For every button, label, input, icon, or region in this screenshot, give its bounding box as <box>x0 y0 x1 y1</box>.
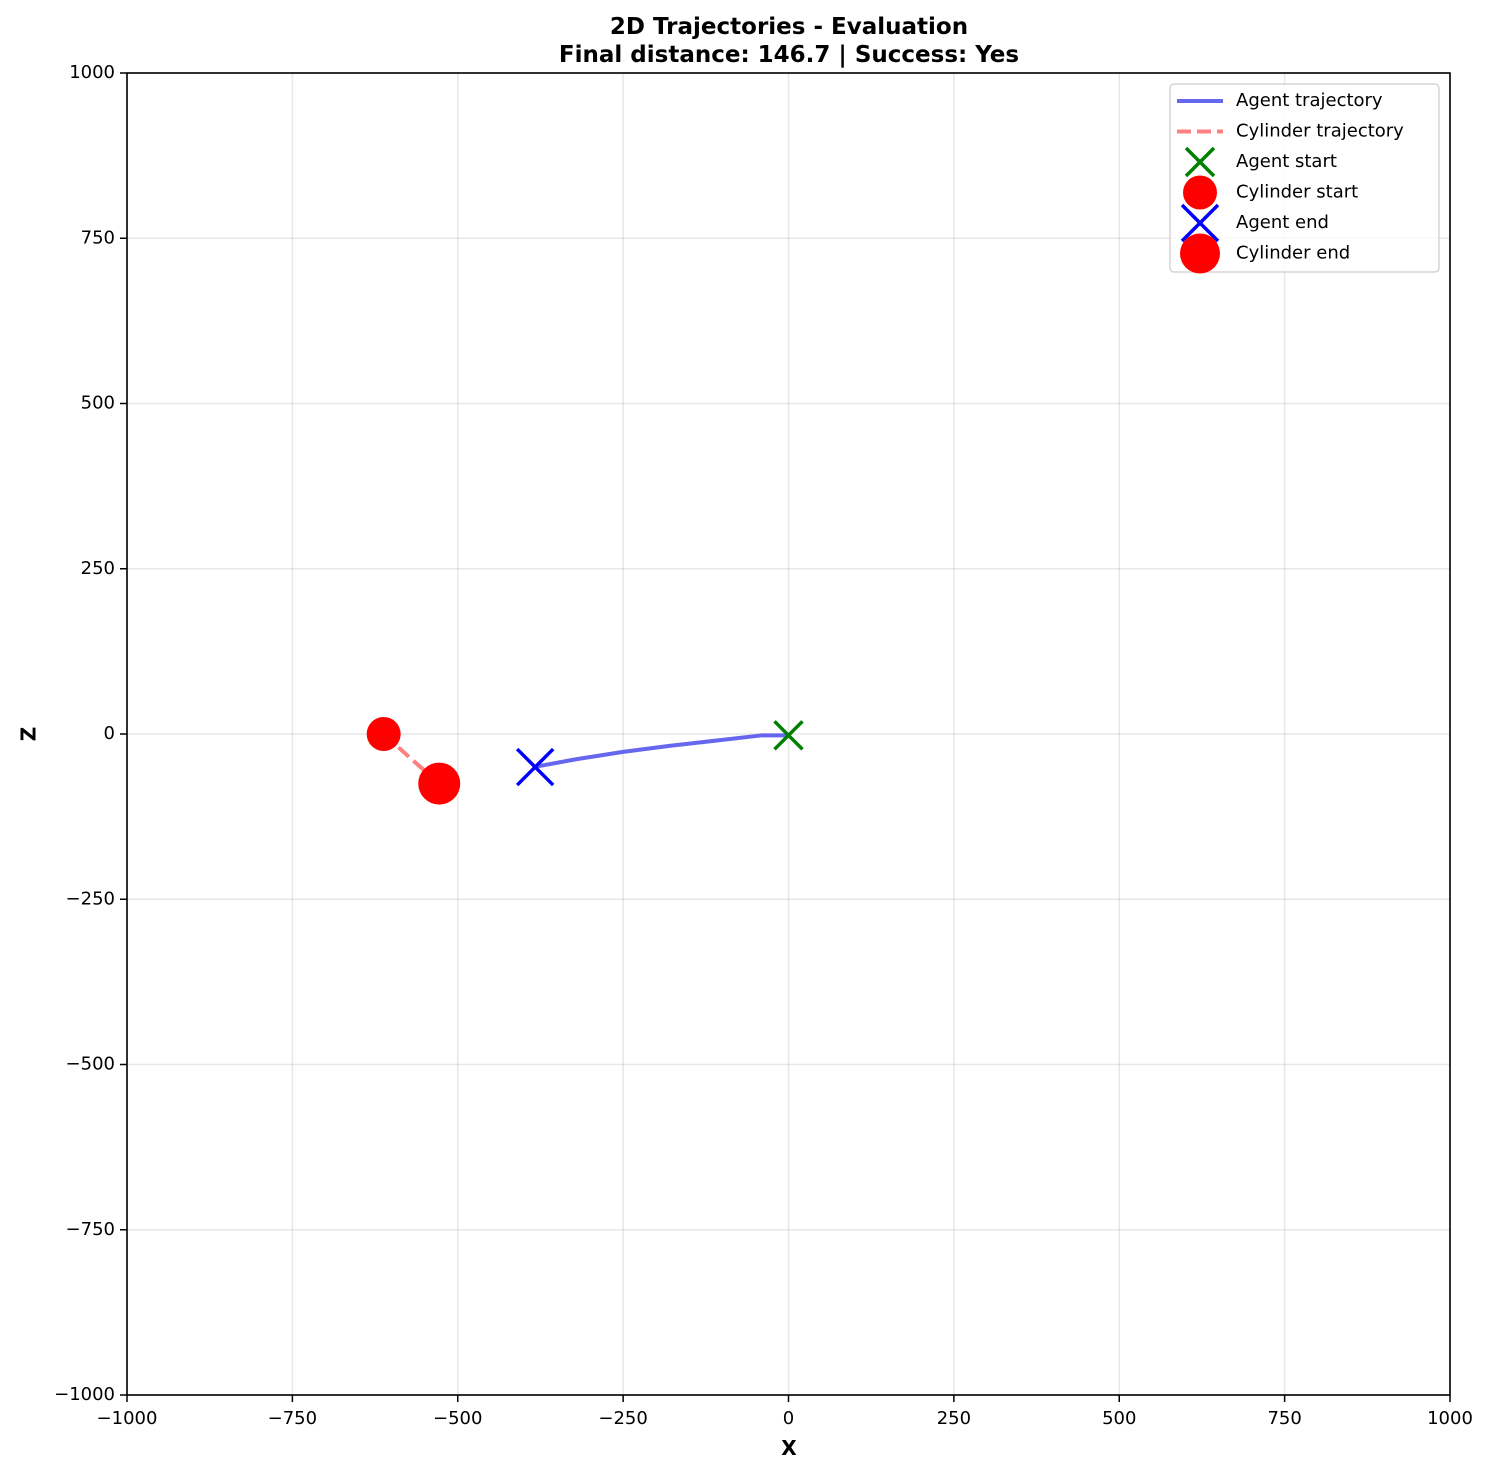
agent-start-marker-stroke-b <box>773 720 804 751</box>
agent-end-marker-stroke-b <box>515 747 555 787</box>
y-tick-label: −1000 <box>54 1384 115 1405</box>
x-tick-label: −1000 <box>97 1408 158 1429</box>
y-tick-label: 1000 <box>69 62 115 83</box>
y-axis-ticks: −1000 −750 −500 −250 0 250 500 750 1000 <box>54 62 127 1405</box>
y-tick-label: 500 <box>81 393 115 414</box>
x-axis-label: X <box>781 1436 797 1460</box>
y-tick-label: −500 <box>66 1054 115 1075</box>
legend-label-agent-trajectory: Agent trajectory <box>1236 90 1383 111</box>
legend-handle-agent-start <box>1184 146 1216 178</box>
x-tick-label: 250 <box>937 1408 971 1429</box>
cylinder-end-marker <box>418 762 461 805</box>
legend-handle-cylinder-end <box>1180 233 1220 274</box>
x-tick-label: −750 <box>268 1408 317 1429</box>
legend: Agent trajectory Cylinder trajectory Agent… <box>1169 83 1440 274</box>
legend-label-cylinder-start: Cylinder start <box>1236 182 1358 203</box>
x-tick-label: −250 <box>598 1408 647 1429</box>
legend-handle-cylinder-start <box>1183 175 1217 210</box>
legend-label-agent-start: Agent start <box>1236 151 1337 172</box>
x-tick-label: 0 <box>783 1408 794 1429</box>
legend-handle-agent-end <box>1180 203 1220 243</box>
chart-title: 2D Trajectories - Evaluation <box>610 14 968 40</box>
agent-end-marker <box>515 747 555 787</box>
plot-series <box>366 717 804 805</box>
y-axis-label: Z <box>17 727 41 742</box>
x-tick-label: 750 <box>1267 1408 1301 1429</box>
y-tick-label: 0 <box>104 723 115 744</box>
y-tick-label: 250 <box>81 558 115 579</box>
legend-box <box>1169 83 1440 273</box>
x-tick-label: 1000 <box>1427 1408 1473 1429</box>
cylinder-start-marker <box>366 717 401 751</box>
x-axis-ticks: −1000 −750 −500 −250 0 250 500 750 1000 <box>97 1395 1473 1429</box>
legend-label-agent-end: Agent end <box>1236 212 1329 233</box>
x-tick-label: 500 <box>1102 1408 1136 1429</box>
chart-subtitle: Final distance: 146.7 | Success: Yes <box>559 42 1019 68</box>
legend-handle-agent-start-stroke-b <box>1184 146 1216 178</box>
x-tick-label: −500 <box>433 1408 482 1429</box>
y-tick-label: −750 <box>66 1219 115 1240</box>
legend-label-cylinder-trajectory: Cylinder trajectory <box>1236 121 1404 142</box>
legend-handle-agent-end-stroke-b <box>1180 203 1220 243</box>
agent-start-marker <box>773 720 804 751</box>
agent-trajectory-line <box>533 733 789 770</box>
y-tick-label: 750 <box>81 227 115 248</box>
legend-label-cylinder-end: Cylinder end <box>1236 243 1350 264</box>
y-tick-label: −250 <box>66 888 115 909</box>
